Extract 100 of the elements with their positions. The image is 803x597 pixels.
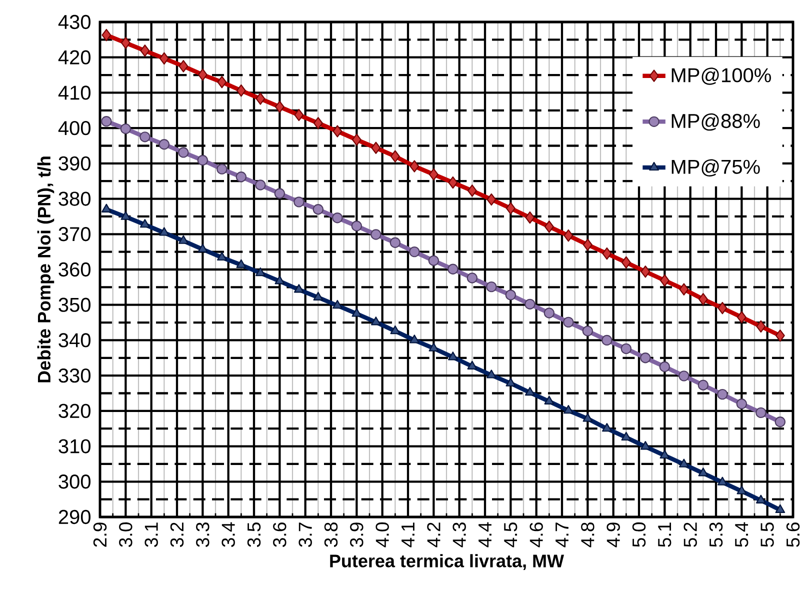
point bbox=[409, 334, 420, 344]
x-tick-label: 5.5 bbox=[760, 522, 774, 547]
point bbox=[390, 237, 401, 248]
legend-label: MP@100% bbox=[672, 68, 771, 85]
point bbox=[564, 404, 574, 414]
point bbox=[717, 388, 728, 400]
point bbox=[255, 267, 266, 276]
x-tick-label: 3.9 bbox=[350, 522, 364, 547]
point bbox=[428, 342, 439, 352]
point bbox=[158, 139, 170, 150]
point bbox=[678, 458, 689, 468]
x-tick-label: 3.5 bbox=[247, 522, 261, 547]
x-tick-label: 4.2 bbox=[427, 522, 440, 548]
x-tick-label: 5.0 bbox=[632, 522, 646, 547]
y-tick-label: 400 bbox=[58, 120, 90, 136]
y-tick-label: 310 bbox=[58, 439, 90, 454]
point bbox=[409, 246, 420, 258]
point bbox=[370, 229, 382, 240]
x-tick-label: 4.4 bbox=[478, 522, 492, 548]
point bbox=[140, 218, 150, 228]
x-tick-label: 5.2 bbox=[684, 522, 697, 547]
legend-label: MP@88% bbox=[672, 113, 760, 131]
x-tick-label: 4.6 bbox=[530, 522, 543, 548]
point bbox=[178, 235, 188, 244]
x-tick-label: 5.4 bbox=[735, 522, 748, 547]
point bbox=[736, 486, 747, 494]
point bbox=[698, 468, 708, 476]
y-tick-label: 380 bbox=[58, 192, 90, 206]
x-tick-label: 3.3 bbox=[196, 522, 210, 547]
point bbox=[582, 326, 593, 336]
point bbox=[294, 284, 304, 293]
point bbox=[678, 370, 690, 382]
point bbox=[351, 220, 362, 232]
point bbox=[563, 316, 574, 328]
point bbox=[775, 504, 786, 513]
point bbox=[524, 386, 535, 396]
point bbox=[774, 416, 786, 428]
x-tick-label: 3.2 bbox=[170, 522, 184, 547]
point bbox=[736, 398, 748, 410]
x-tick-label: 5.6 bbox=[786, 522, 800, 547]
point bbox=[698, 380, 709, 390]
y-tick-label: 330 bbox=[58, 368, 90, 383]
y-tick-label: 420 bbox=[58, 50, 90, 64]
x-tick-label: 3.1 bbox=[144, 522, 158, 547]
y-tick-label: 350 bbox=[58, 298, 90, 312]
x-tick-label: 3.8 bbox=[324, 522, 338, 547]
x-tick-label: 4.1 bbox=[402, 522, 414, 548]
point bbox=[217, 252, 227, 261]
point bbox=[101, 116, 112, 127]
x-tick-label: 4.8 bbox=[581, 522, 594, 548]
y-tick-label: 320 bbox=[58, 404, 90, 418]
x-tick-label: 4.7 bbox=[556, 522, 568, 548]
y-tick-label: 410 bbox=[58, 86, 90, 100]
point bbox=[294, 196, 304, 208]
point bbox=[467, 360, 478, 370]
point bbox=[236, 259, 246, 268]
point bbox=[621, 432, 632, 441]
x-tick-label: 3.6 bbox=[273, 522, 286, 547]
point bbox=[352, 308, 362, 317]
point bbox=[312, 204, 324, 215]
point bbox=[486, 281, 497, 292]
point bbox=[640, 441, 650, 450]
point bbox=[101, 204, 112, 212]
x-tick-label: 5.1 bbox=[658, 522, 672, 547]
point bbox=[505, 290, 516, 300]
point bbox=[582, 413, 593, 422]
point bbox=[544, 396, 554, 404]
point bbox=[390, 325, 400, 334]
point bbox=[332, 212, 343, 224]
point bbox=[659, 361, 670, 372]
point bbox=[140, 132, 150, 142]
point bbox=[236, 172, 246, 182]
y-tick-label: 290 bbox=[58, 510, 90, 524]
point bbox=[178, 147, 189, 158]
x-tick-label: 3.4 bbox=[222, 522, 235, 547]
point bbox=[255, 180, 266, 190]
point bbox=[448, 264, 458, 274]
y-tick-label: 300 bbox=[58, 474, 90, 489]
point bbox=[717, 476, 728, 486]
y-tick-label: 360 bbox=[58, 262, 90, 277]
point bbox=[120, 123, 132, 134]
point bbox=[428, 255, 440, 266]
point bbox=[620, 343, 632, 354]
y-axis-title: Debite Pompe Noi (PN), t/h bbox=[37, 156, 54, 382]
point bbox=[660, 450, 670, 459]
x-axis-title: Puterea termica livrata, MW bbox=[330, 554, 564, 570]
point bbox=[506, 378, 516, 386]
point bbox=[332, 300, 342, 309]
x-tick-label: 4.9 bbox=[606, 522, 620, 548]
point bbox=[524, 298, 536, 310]
x-tick-label: 4.3 bbox=[452, 522, 466, 548]
point bbox=[274, 188, 286, 199]
x-tick-label: 4.0 bbox=[376, 522, 389, 548]
point bbox=[756, 494, 766, 504]
y-tick-label: 390 bbox=[58, 156, 90, 170]
point bbox=[198, 244, 208, 252]
point bbox=[486, 370, 496, 378]
legend-label: MP@75% bbox=[672, 159, 760, 176]
point bbox=[466, 272, 478, 284]
point bbox=[544, 308, 555, 318]
